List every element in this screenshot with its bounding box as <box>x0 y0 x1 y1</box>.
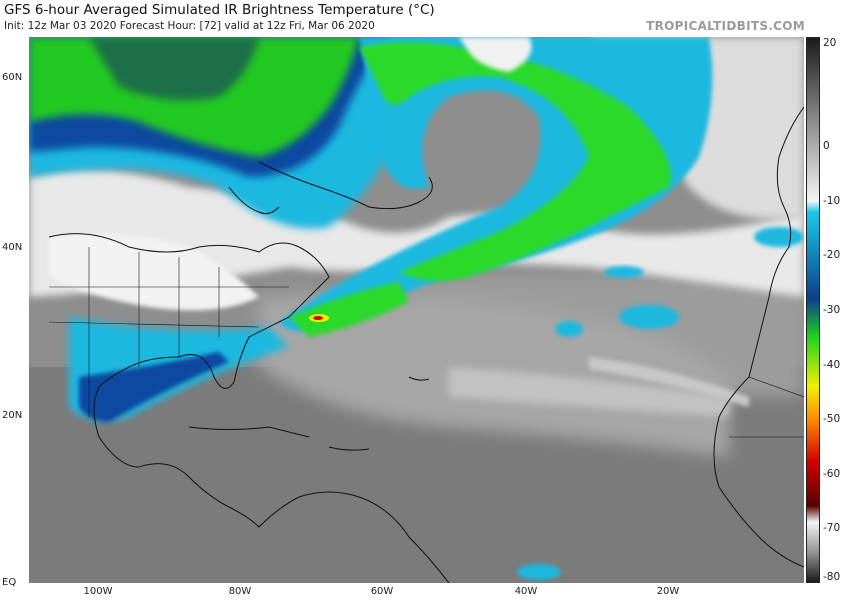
colorbar-label: -40 <box>823 358 841 371</box>
gulf-blue-band <box>79 352 229 422</box>
temperature-colorbar <box>806 37 820 583</box>
greenland-cloud <box>459 37 532 72</box>
lat-label-40n: 40N <box>2 242 23 253</box>
colorbar-label: 20 <box>823 37 837 49</box>
lon-label-20w: 20W <box>656 586 680 597</box>
lat-label-60n: 60N <box>2 72 23 83</box>
frontal-green-band <box>289 282 409 337</box>
white-cloud-band <box>29 169 804 297</box>
lon-label-60w: 60W <box>370 586 394 597</box>
storm-green-spiral <box>359 42 671 281</box>
cirrus-streak-2 <box>589 357 749 407</box>
colorbar-label: -70 <box>823 522 841 535</box>
ir-satellite-map <box>29 37 804 583</box>
colorbar-label: -30 <box>823 304 841 316</box>
lon-label-100w: 100W <box>83 586 113 597</box>
east-cyan-cluster <box>619 305 679 329</box>
usa-cloud-shield <box>49 233 259 311</box>
canada-dark-green <box>89 37 259 101</box>
lat-label-eq: EQ <box>2 577 17 588</box>
cirrus-streak <box>449 367 729 417</box>
political-borders <box>48 247 804 438</box>
deep-convection-red <box>313 316 323 320</box>
map-title: GFS 6-hour Averaged Simulated IR Brightn… <box>4 2 435 18</box>
mid-cyan-cluster <box>555 321 583 337</box>
iberia-cyan <box>754 227 804 247</box>
map-canvas <box>29 37 804 583</box>
colorbar-label: -60 <box>823 467 841 480</box>
coastlines <box>48 106 804 583</box>
colorbar-label: -50 <box>823 413 841 426</box>
colorbar-label: 0 <box>823 140 830 153</box>
lat-label-20n: 20N <box>2 410 23 421</box>
colorbar-label: -10 <box>823 194 841 207</box>
lon-label-40w: 40W <box>514 586 538 597</box>
colorbar-label: -20 <box>823 249 841 262</box>
brand-watermark[interactable]: TROPICALTIDBITS.COM <box>646 19 805 33</box>
lon-label-80w: 80W <box>228 586 252 597</box>
azores-cyan <box>604 266 644 278</box>
colorbar-label: -80 <box>823 571 841 583</box>
map-subtitle: Init: 12z Mar 03 2020 Forecast Hour: [72… <box>4 20 375 32</box>
itcz-cyan <box>517 564 561 580</box>
